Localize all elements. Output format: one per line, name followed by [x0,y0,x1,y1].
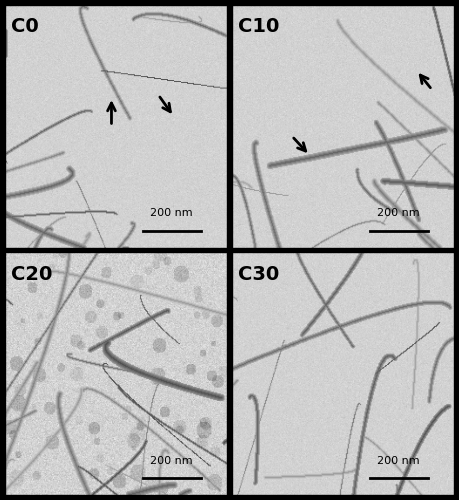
Text: C30: C30 [238,264,280,283]
Text: 200 nm: 200 nm [150,208,193,218]
Text: 200 nm: 200 nm [150,456,193,466]
Text: C10: C10 [238,17,280,36]
Text: 200 nm: 200 nm [377,208,420,218]
Text: C20: C20 [11,264,53,283]
Text: C0: C0 [11,17,39,36]
Text: 200 nm: 200 nm [377,456,420,466]
